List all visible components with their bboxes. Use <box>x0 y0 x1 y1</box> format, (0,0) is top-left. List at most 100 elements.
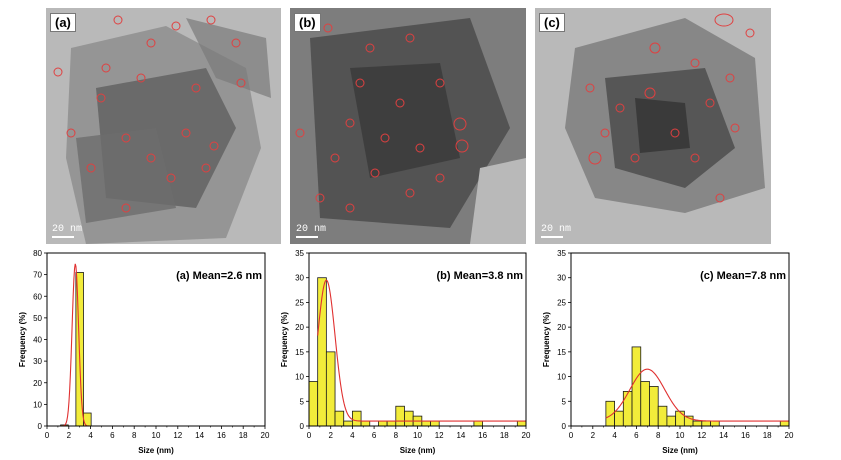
histogram-bar <box>657 405 668 427</box>
y-tick-label: 60 <box>33 292 42 301</box>
y-tick-label: 0 <box>562 422 567 431</box>
y-tick-label: 20 <box>557 323 566 332</box>
histogram-bar <box>360 420 371 427</box>
x-tick-label: 16 <box>478 431 487 440</box>
histogram-bar <box>421 420 431 427</box>
scale-bar-label: 20 nm <box>296 224 327 235</box>
y-tick-label: 35 <box>557 249 566 258</box>
micrograph-b-image <box>290 8 526 244</box>
x-tick-label: 4 <box>612 431 617 440</box>
x-axis-label: Size (nm) <box>400 446 436 455</box>
y-tick-label: 15 <box>557 348 566 357</box>
histogram-bar <box>710 420 720 427</box>
micrograph-label: (a) <box>50 13 76 32</box>
y-tick-label: 10 <box>557 373 566 382</box>
x-tick-label: 4 <box>350 431 355 440</box>
x-tick-label: 2 <box>328 431 333 440</box>
histogram-bar <box>343 420 353 427</box>
y-tick-label: 80 <box>33 249 42 258</box>
tem-sheet <box>186 18 271 98</box>
histogram-bar <box>701 420 711 427</box>
x-tick-label: 16 <box>741 431 750 440</box>
x-tick-label: 2 <box>591 431 596 440</box>
scale-bar-line <box>52 236 74 238</box>
x-tick-label: 10 <box>676 431 685 440</box>
chart-title: (c) Mean=7.8 nm <box>700 270 786 282</box>
x-tick-label: 18 <box>239 431 248 440</box>
y-axis-label: Frequency (%) <box>542 312 551 367</box>
x-tick-label: 12 <box>173 431 182 440</box>
x-tick-label: 4 <box>88 431 93 440</box>
y-tick-label: 5 <box>562 397 567 406</box>
y-tick-label: 10 <box>33 400 42 409</box>
scale-bar-label: 20 nm <box>52 224 83 235</box>
x-tick-label: 0 <box>307 431 312 440</box>
tem-sheet <box>635 98 690 153</box>
y-tick-label: 0 <box>38 422 43 431</box>
x-tick-label: 6 <box>634 431 639 440</box>
histogram-bar <box>649 386 659 427</box>
chart-title: (b) Mean=3.8 nm <box>437 270 524 282</box>
x-tick-label: 18 <box>763 431 772 440</box>
gaussian-fit-line <box>55 263 265 427</box>
histogram-bar <box>779 420 790 427</box>
scale-bar-line <box>296 236 318 238</box>
x-tick-label: 14 <box>195 431 204 440</box>
histogram-bar <box>640 381 650 427</box>
histogram-bar <box>622 390 633 427</box>
x-tick-label: 2 <box>67 431 72 440</box>
x-tick-label: 8 <box>394 431 399 440</box>
y-tick-label: 30 <box>557 274 566 283</box>
histogram-bar <box>692 420 703 427</box>
histogram-bar <box>516 420 527 427</box>
x-tick-label: 8 <box>132 431 137 440</box>
histogram-bar <box>631 346 642 427</box>
micrograph-c: (c) 20 nm <box>535 8 771 244</box>
y-tick-label: 20 <box>33 379 42 388</box>
histogram-bar <box>395 405 405 427</box>
y-tick-label: 25 <box>295 298 304 307</box>
x-tick-label: 12 <box>697 431 706 440</box>
histogram-2: 0 2 4 6 8 10 12 14 16 18 20 0 5 10 15 20 25 30 35 Size (nm)… <box>542 249 794 455</box>
x-tick-label: 14 <box>456 431 465 440</box>
y-tick-label: 20 <box>295 323 304 332</box>
y-tick-label: 70 <box>33 271 42 280</box>
y-tick-label: 25 <box>557 298 566 307</box>
x-tick-label: 12 <box>435 431 444 440</box>
y-tick-label: 0 <box>300 422 305 431</box>
y-tick-label: 10 <box>295 373 304 382</box>
x-tick-label: 18 <box>500 431 509 440</box>
micrograph-a-image <box>53 15 271 244</box>
histogram-bar <box>666 415 677 427</box>
histogram-bar <box>473 420 484 427</box>
histogram-bar <box>351 410 362 427</box>
y-axis-label: Frequency (%) <box>280 312 289 367</box>
histogram-bar <box>404 410 414 427</box>
x-tick-label: 8 <box>656 431 661 440</box>
scale-bar-label: 20 nm <box>541 224 572 235</box>
histogram-bar <box>308 381 319 427</box>
histogram-bar <box>378 420 388 427</box>
scale-bar-line <box>541 236 563 238</box>
micrograph-label: (c) <box>539 13 565 32</box>
x-axis-label: Size (nm) <box>662 446 698 455</box>
y-tick-label: 15 <box>295 348 304 357</box>
x-tick-label: 6 <box>110 431 115 440</box>
histogram-bar <box>325 351 336 427</box>
tem-sheet <box>350 63 460 178</box>
histogram-bar <box>334 410 345 427</box>
histogram-bar <box>430 420 440 427</box>
x-tick-label: 6 <box>372 431 377 440</box>
scale-bar: 20 nm <box>296 224 326 238</box>
x-tick-label: 0 <box>569 431 574 440</box>
histogram-bar <box>614 410 624 427</box>
y-tick-label: 30 <box>33 357 42 366</box>
x-tick-label: 14 <box>719 431 728 440</box>
histogram-1: 0 2 4 6 8 10 12 14 16 18 20 0 5 10 15 20 25 30 35 Size (nm)… <box>280 249 531 455</box>
scale-bar: 20 nm <box>52 224 82 238</box>
y-tick-label: 35 <box>295 249 304 258</box>
y-tick-label: 5 <box>300 397 305 406</box>
histogram-bar <box>675 410 685 427</box>
x-tick-label: 20 <box>785 431 794 440</box>
